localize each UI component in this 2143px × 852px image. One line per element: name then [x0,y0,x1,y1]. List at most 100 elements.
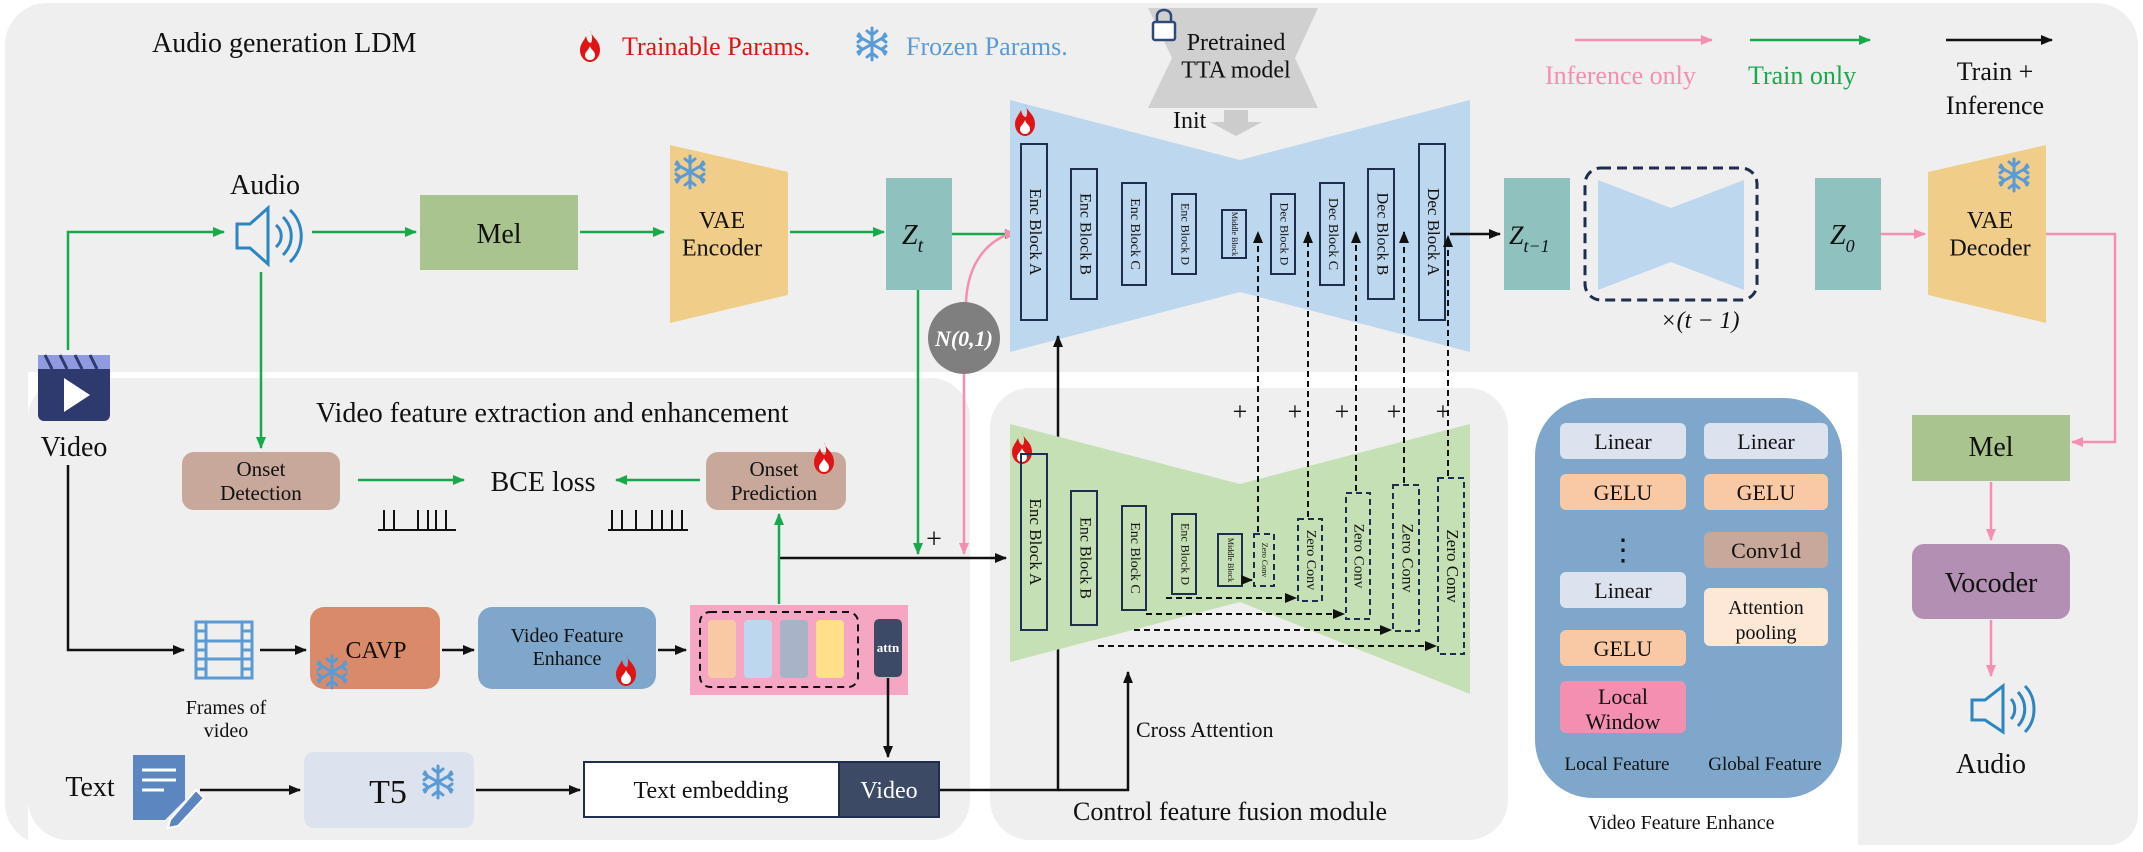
frames-label: Frames of video [186,697,267,742]
control-net-shape [1010,424,1240,662]
token-4 [816,620,844,678]
vae-encoder-shape [670,145,788,323]
svg-text:Dec Block B: Dec Block B [1373,193,1390,276]
repeat-label: ×(t − 1) [1660,308,1739,334]
pretrained-model-label: Pretrained TTA model [1181,30,1291,84]
decoder-to-mel-arrow [2046,232,2117,447]
vfe-global-label-1: Linear [1737,429,1795,454]
onset-detection-box [182,452,340,510]
audio-input-label: Audio [230,170,300,201]
train-only-legend: Train only [1748,61,1856,90]
vae-encoder-label: VAE Encoder [682,208,762,262]
local-feature-label: Local Feature [1565,754,1670,775]
init-arrow [1210,110,1262,136]
zt-box [886,178,952,290]
vfe-global-label-4: Attention pooling [1728,597,1804,644]
noise-node [928,302,1000,374]
attn-label: attn [877,640,900,655]
zt1-box [1504,178,1570,290]
zt-label: Zt [902,220,924,257]
vfe-local-item-2 [1560,474,1686,510]
global-feature-label: Global Feature [1708,754,1821,775]
bce-loss-label: BCE loss [490,467,595,498]
onset-spikes-right [608,510,688,531]
train-inference-legend-2: Inference [1946,91,2044,120]
vfe-local-label-1: Linear [1594,429,1652,454]
repeat-unet-shape [1598,180,1744,290]
unet-block-3: Enc Block C [1121,182,1147,286]
inference-only-legend: Inference only [1545,61,1696,90]
control-block-4: Enc Block D [1171,513,1197,595]
zero-conv-5: Zero Conv [1437,477,1465,655]
video-feature-title: Video feature extraction and enhancement [316,398,789,429]
cross-attention-label: Cross Attention [1136,717,1274,742]
vfe-ellipsis: ⋮ [1608,534,1638,567]
video-input-label: Video [41,432,108,463]
train-inference-legend-1: Train + [1957,57,2034,86]
svg-text:Enc Block A: Enc Block A [1026,499,1045,587]
vocoder-box [1912,544,2070,619]
unet-block-1: Enc Block A [1020,143,1048,321]
vfe-local-label-6: Local Window [1586,684,1661,734]
vfe-local-item-4 [1560,572,1686,608]
frozen-legend: Frozen Params. [906,32,1068,61]
onset-prediction-label: Onset Prediction [731,457,818,505]
svg-text:Enc Block B: Enc Block B [1076,193,1093,275]
control-block-5: Middle Block [1217,533,1243,587]
control-block-3: Enc Block C [1121,505,1147,611]
svg-text:Zero Conv: Zero Conv [1443,529,1462,603]
vocoder-label: Vocoder [1945,568,2038,599]
control-block-2: Enc Block B [1070,490,1098,626]
mel-out-label: Mel [1968,432,2013,463]
vae-decoder-shape [1928,145,2046,323]
noise-to-unet-arrow [964,229,1017,303]
t5-box [304,752,474,828]
svg-text:Enc Block B: Enc Block B [1076,517,1093,599]
noise-label: N(0,1) [934,326,993,351]
vfe-caption: Video Feature Enhance [1588,812,1775,834]
vfe-global-label-3: Conv1d [1731,538,1801,563]
mel-label: Mel [476,219,521,250]
video-feature-enhance-box [478,607,656,689]
lock-icon [1151,8,1177,42]
svg-text:Dec Block D: Dec Block D [1277,203,1291,266]
audio-output-label: Audio [1956,749,2026,780]
svg-text:Zero Conv: Zero Conv [1303,530,1318,590]
unet-blocks: Enc Block A Enc Block B Enc Block C Enc Blo… [1020,143,1446,321]
speaker-icon [235,204,303,268]
vfe-global-item-1 [1704,423,1828,459]
svg-text:Enc Block C: Enc Block C [1127,198,1142,270]
text-embedding-label: Text embedding [634,778,789,804]
vfe-global-label-2: GELU [1737,480,1796,505]
vfe-local-item-6 [1560,681,1686,733]
video-feature-enhance-label: Video Feature Enhance [511,625,624,670]
residual-plus-5: + [1436,397,1451,426]
vfe-global-item-3 [1704,532,1828,568]
attn-box [874,619,902,677]
z0-box [1815,178,1881,290]
residual-plus-4: + [1387,397,1402,426]
video-to-frames-arrow [66,465,185,655]
video-to-audio-arrow [66,227,225,350]
mel-box [420,195,578,270]
vfe-local-item-5 [1560,630,1686,666]
cavp-label: CAVP [346,638,407,664]
unet-block-5: Middle Block [1221,209,1247,259]
fusion-title: Control feature fusion module [1073,797,1387,826]
zero-conv-2: Zero Conv [1297,518,1323,602]
control-blocks: Enc Block A Enc Block B Enc Block C Enc Blo… [1020,231,1465,655]
vfe-panel-items: Linear GELU ⋮ Linear GELU Local Window Linear GE… [1560,423,1828,734]
film-frames-icon [194,620,254,680]
unet-block-9: Dec Block A [1418,143,1446,321]
text-input-label: Text [65,772,115,803]
token-3 [780,620,808,678]
onset-spikes-left [378,510,456,531]
svg-text:Zero Conv: Zero Conv [1398,524,1415,593]
t5-label: T5 [369,774,407,811]
unet-block-2: Enc Block B [1070,168,1098,300]
residual-plus-3: + [1335,397,1350,426]
unet-shape [1010,100,1240,352]
unet-block-6: Dec Block D [1270,193,1296,275]
svg-text:Enc Block D: Enc Block D [1178,203,1192,265]
